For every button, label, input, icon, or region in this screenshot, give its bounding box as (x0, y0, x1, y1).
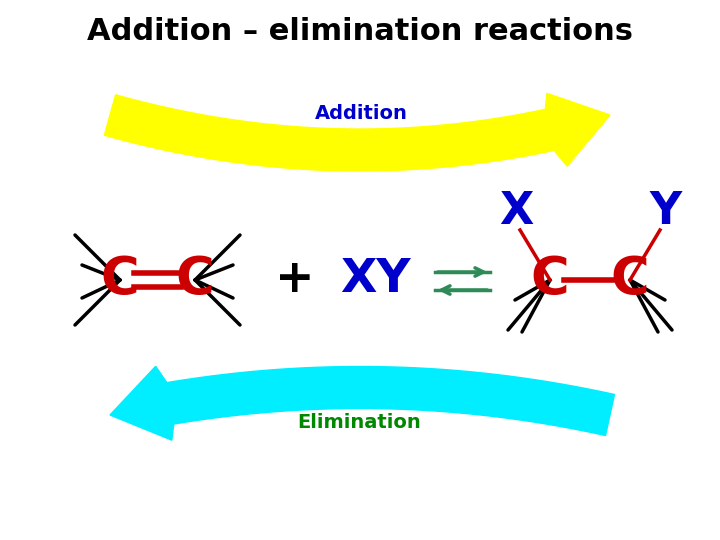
Text: Addition: Addition (315, 104, 408, 123)
Text: +: + (275, 258, 315, 302)
Text: X: X (499, 191, 533, 233)
Text: XY: XY (340, 258, 410, 302)
Text: C: C (101, 254, 140, 306)
Text: Addition – elimination reactions: Addition – elimination reactions (87, 17, 633, 46)
Polygon shape (110, 366, 614, 440)
Text: C: C (611, 254, 649, 306)
Text: Elimination: Elimination (297, 413, 420, 431)
Text: C: C (176, 254, 215, 306)
Text: Y: Y (650, 191, 682, 233)
Text: C: C (531, 254, 570, 306)
Polygon shape (104, 93, 610, 171)
